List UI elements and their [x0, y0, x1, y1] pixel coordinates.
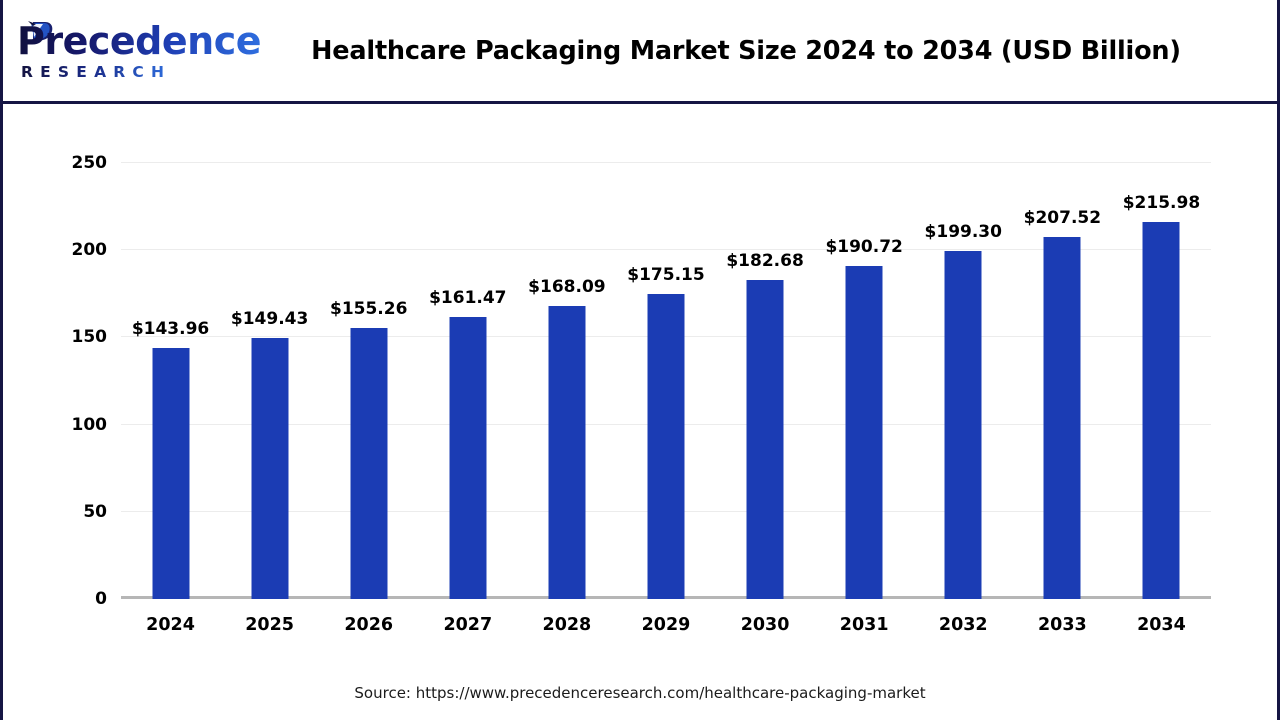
x-axis-tick-label: 2024: [146, 615, 195, 635]
logo-subtitle: RESEARCH: [21, 63, 172, 81]
bar-value-label: $161.47: [429, 288, 507, 309]
page-title: Healthcare Packaging Market Size 2024 to…: [311, 36, 1181, 66]
bar-group: $168.09 2028: [517, 163, 616, 635]
bar[interactable]: [152, 347, 190, 599]
bar-group: $149.43 2025: [220, 163, 319, 635]
bar-value-label: $155.26: [329, 299, 408, 320]
y-axis-tick-label: 50: [83, 501, 107, 522]
bar-value-label: $175.15: [627, 264, 705, 285]
bar-group: $199.30 2032: [914, 163, 1013, 635]
bar-group: $215.98 2034: [1112, 163, 1211, 635]
bar[interactable]: [746, 280, 784, 599]
x-axis-tick-label: 2033: [1037, 615, 1087, 635]
x-axis-tick-label: 2026: [344, 615, 394, 635]
source-caption: Source: https://www.precedenceresearch.c…: [354, 684, 926, 702]
bar[interactable]: [449, 317, 487, 599]
y-axis-tick-label: 250: [71, 153, 108, 173]
x-axis-tick-label: 2032: [938, 615, 988, 635]
bar-group: $175.15 2029: [616, 163, 715, 635]
bar[interactable]: [845, 266, 883, 599]
bar-group: $161.47 2027: [418, 163, 517, 635]
bar[interactable]: [251, 338, 289, 599]
x-axis-tick-label: 2029: [641, 615, 691, 635]
bar-group: $190.72 2031: [815, 163, 914, 635]
bar-series: $143.96 2024 $149.43 2025 $155.26 2026 $161.47…: [121, 163, 1211, 635]
x-axis-tick-label: 2025: [245, 615, 294, 635]
y-axis-tick-label: 0: [95, 589, 107, 609]
bar-group: $182.68 2030: [716, 163, 815, 635]
y-axis-tick-label: 150: [71, 327, 108, 348]
bar-value-label: $207.52: [1023, 208, 1102, 229]
gridline: [121, 162, 1211, 163]
bar-value-label: $190.72: [825, 237, 903, 258]
bar[interactable]: [944, 251, 982, 599]
x-axis-tick-label: 2027: [443, 615, 493, 635]
x-axis-tick-label: 2031: [839, 615, 889, 635]
page-header: Precedence RESEARCH Healthcare Packaging…: [3, 0, 1277, 104]
bar-group: $155.26 2026: [319, 163, 418, 635]
x-axis-tick-label: 2028: [542, 615, 592, 635]
bar[interactable]: [1043, 237, 1081, 599]
gridline: [121, 249, 1211, 251]
bar-value-label: $215.98: [1122, 193, 1201, 214]
bar-group: $143.96 2024: [121, 163, 220, 635]
chart-area: 0 50 100 150 200 250 $143.96 2024 $149.43 2025 $1…: [3, 104, 1277, 720]
logo-wordmark: Precedence: [17, 19, 262, 63]
bar[interactable]: [1142, 222, 1180, 599]
bar[interactable]: [350, 328, 388, 599]
plot-area: 0 50 100 150 200 250 $143.96 2024 $149.43 2025 $1…: [72, 153, 1211, 635]
x-axis-tick-label: 2030: [740, 615, 790, 635]
bar[interactable]: [647, 293, 685, 599]
bar-value-label: $168.09: [528, 276, 606, 297]
x-axis-tick-label: 2034: [1137, 615, 1186, 635]
bar-value-label: $143.96: [131, 318, 210, 339]
y-axis-tick-label: 200: [71, 240, 108, 261]
precedence-p-mark-icon: [27, 21, 53, 41]
precedence-research-logo: Precedence RESEARCH: [17, 21, 262, 90]
bar-value-label: $182.68: [726, 251, 804, 272]
bar[interactable]: [548, 305, 586, 599]
bar-value-label: $199.30: [924, 222, 1002, 243]
y-axis-tick-label: 100: [71, 414, 108, 435]
bar-group: $207.52 2033: [1013, 163, 1112, 635]
bar-value-label: $149.43: [230, 309, 309, 330]
